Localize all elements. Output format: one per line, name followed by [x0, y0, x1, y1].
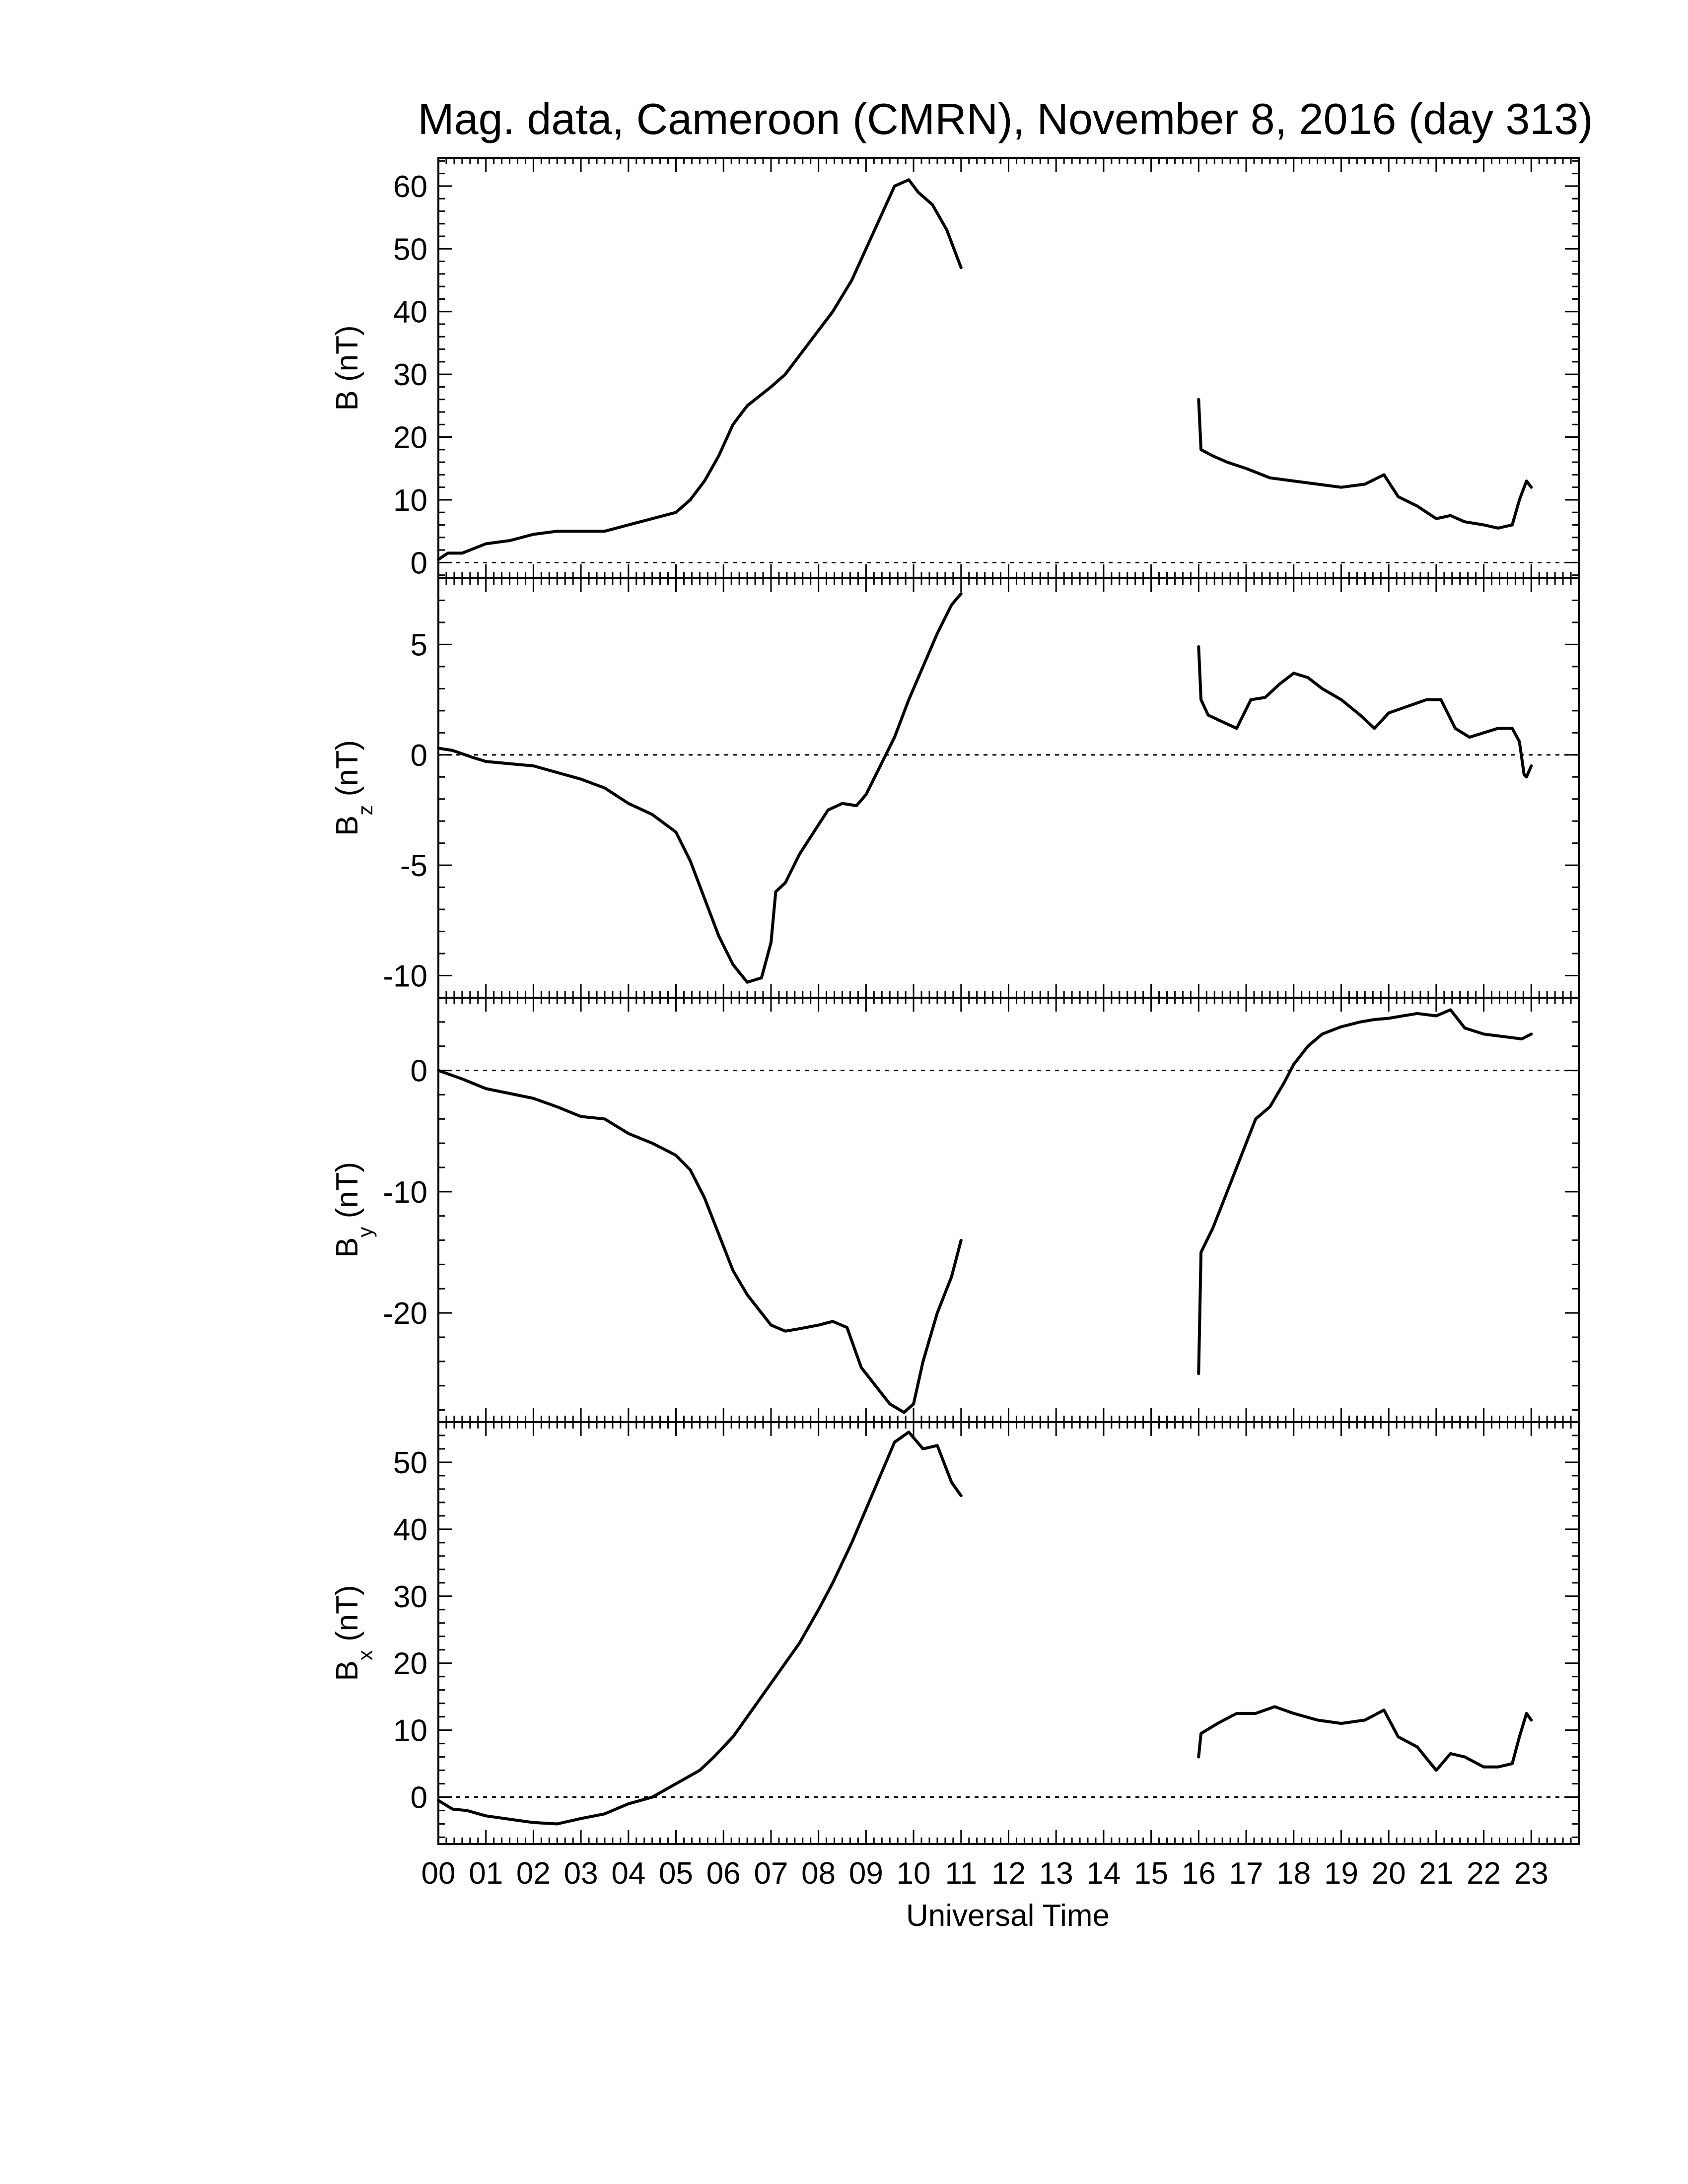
- x-tick-label: 06: [706, 1856, 741, 1891]
- y-axis-label-subscript: y: [353, 1227, 377, 1237]
- panel-Bx: 0 10 20 30 40 50 Bx (nT): [330, 1421, 1580, 1845]
- panel-Bz: -10 -5 0 5 Bz (nT): [330, 577, 1580, 999]
- y-axis-label-subscript: x: [353, 1650, 377, 1660]
- y-axis-label-main: B: [330, 390, 364, 410]
- series-Bz-segment-1: [437, 592, 963, 984]
- x-tick-label: 13: [1039, 1856, 1073, 1891]
- panel-frame: [437, 157, 1580, 579]
- y-axis-label: Bz (nT): [330, 740, 377, 836]
- y-tick-label: 30: [393, 358, 427, 392]
- y-axis-label: Bx (nT): [330, 1585, 377, 1681]
- x-tick-label: 18: [1276, 1856, 1311, 1891]
- x-tick-label: 00: [422, 1856, 456, 1891]
- x-ticks: [437, 998, 1580, 1422]
- y-tick-label: 20: [393, 421, 427, 455]
- series-B-segment-1: [437, 178, 963, 561]
- y-axis-label: B (nT): [330, 325, 364, 410]
- panel-By: -20 -10 0 By (nT): [330, 997, 1580, 1423]
- panel-B: 0 10 20 30 40 50 60 B (nT): [330, 157, 1580, 580]
- y-tick-label: 0: [411, 1781, 427, 1815]
- y-axis-label-unit: (nT): [330, 1162, 364, 1227]
- y-axis-label-main: B: [330, 1237, 364, 1258]
- x-tick-label: 11: [945, 1856, 977, 1891]
- x-tick-label: 21: [1419, 1856, 1453, 1891]
- y-tick-label: -5: [400, 849, 427, 883]
- x-tick-label: 10: [897, 1856, 931, 1891]
- x-ticks: [437, 158, 1580, 578]
- y-tick-label: 40: [393, 1513, 427, 1547]
- y-tick-label: -10: [383, 1175, 427, 1210]
- x-ticks: [437, 1422, 1580, 1844]
- x-tick-label: 16: [1182, 1856, 1216, 1891]
- y-ticks: [438, 1421, 1579, 1839]
- panel-frame: [437, 1421, 1580, 1845]
- y-tick-label: 20: [393, 1647, 427, 1681]
- y-tick-label: 0: [411, 546, 427, 580]
- y-tick-label: 0: [411, 739, 427, 773]
- y-ticks: [438, 160, 1579, 576]
- series-By-segment-1: [437, 1069, 963, 1414]
- y-tick-label: 40: [393, 295, 427, 330]
- series-By-segment-2: [1197, 1008, 1533, 1375]
- x-axis-label: Universal Time: [906, 1899, 1110, 1933]
- x-tick-label: 01: [469, 1856, 503, 1891]
- x-tick-label: 02: [516, 1856, 551, 1891]
- y-tick-label: 30: [393, 1580, 427, 1614]
- y-axis-label: By (nT): [330, 1162, 377, 1258]
- series-Bz-segment-2: [1197, 645, 1533, 779]
- series-Bx-segment-1: [437, 1431, 963, 1826]
- x-ticks: [437, 578, 1580, 998]
- x-tick-label: 08: [801, 1856, 836, 1891]
- x-tick-label: 03: [564, 1856, 598, 1891]
- x-tick-label: 09: [849, 1856, 883, 1891]
- x-tick-label: 14: [1086, 1856, 1121, 1891]
- y-tick-label: 0: [411, 1054, 427, 1089]
- y-axis-label-subscript: z: [353, 805, 377, 816]
- panels-group: 0 10 20 30 40 50 60 B (nT) -10 -5 0 5 Bz (nT) -20 -10 0…: [330, 157, 1580, 1845]
- series-B-segment-2: [1197, 398, 1533, 530]
- y-tick-label: -10: [383, 959, 427, 994]
- y-axis-label-main: B: [330, 816, 364, 836]
- x-tick-labels: 00 01 02 03 04 05 06 07 08 09 10 11 12 13 14 15 16 17 18 19…: [422, 1856, 1548, 1891]
- x-tick-label: 15: [1134, 1856, 1168, 1891]
- y-axis-label-unit: (nT): [330, 325, 364, 390]
- x-tick-label: 07: [754, 1856, 788, 1891]
- y-tick-label: 60: [393, 170, 427, 204]
- y-tick-label: 50: [393, 1446, 427, 1480]
- y-axis-label-unit: (nT): [330, 740, 364, 805]
- x-tick-label: 23: [1514, 1856, 1548, 1891]
- x-tick-label: 12: [991, 1856, 1026, 1891]
- y-tick-label: 5: [411, 628, 427, 662]
- x-tick-label: 19: [1324, 1856, 1358, 1891]
- y-axis-label-unit: (nT): [330, 1585, 364, 1650]
- x-tick-label: 22: [1467, 1856, 1501, 1891]
- y-axis-label-main: B: [330, 1660, 364, 1681]
- y-tick-label: 10: [393, 1714, 427, 1748]
- y-ticks: [438, 577, 1579, 999]
- x-tick-label: 05: [659, 1856, 693, 1891]
- chart-title: Mag. data, Cameroon (CMRN), November 8, …: [418, 94, 1593, 143]
- x-tick-label: 20: [1372, 1856, 1406, 1891]
- panel-frame: [437, 997, 1580, 1423]
- series-Bx-segment-2: [1197, 1705, 1533, 1772]
- y-ticks: [438, 997, 1579, 1411]
- y-tick-label: 10: [393, 483, 427, 518]
- x-tick-label: 04: [611, 1856, 645, 1891]
- y-tick-label: -20: [383, 1297, 427, 1331]
- y-tick-label: 50: [393, 232, 427, 267]
- x-tick-label: 17: [1229, 1856, 1264, 1891]
- panel-frame: [437, 577, 1580, 999]
